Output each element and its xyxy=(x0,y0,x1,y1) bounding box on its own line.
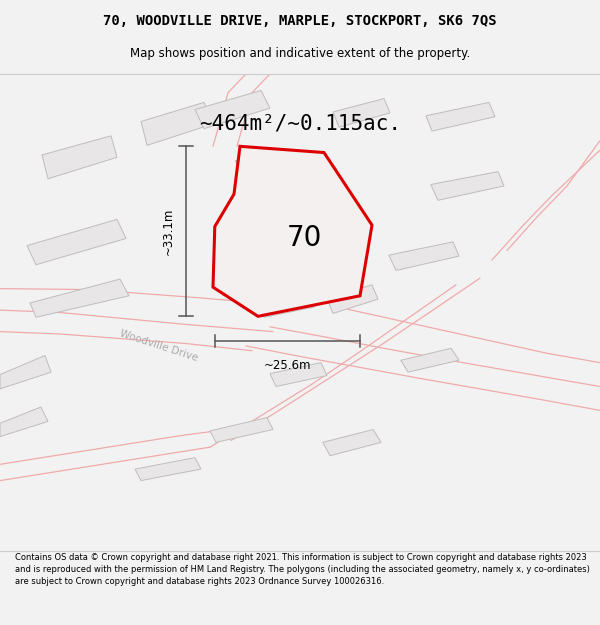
Polygon shape xyxy=(210,418,273,442)
Polygon shape xyxy=(30,279,129,318)
Polygon shape xyxy=(141,102,213,146)
Text: 70, WOODVILLE DRIVE, MARPLE, STOCKPORT, SK6 7QS: 70, WOODVILLE DRIVE, MARPLE, STOCKPORT, … xyxy=(103,14,497,28)
Polygon shape xyxy=(333,99,390,127)
Polygon shape xyxy=(27,219,126,265)
Polygon shape xyxy=(327,285,378,314)
Text: ~25.6m: ~25.6m xyxy=(263,359,311,372)
Polygon shape xyxy=(0,356,51,389)
Text: ~33.1m: ~33.1m xyxy=(162,208,175,255)
Polygon shape xyxy=(401,348,459,372)
Polygon shape xyxy=(258,293,315,318)
Polygon shape xyxy=(195,91,270,129)
Text: ~464m²/~0.115ac.: ~464m²/~0.115ac. xyxy=(199,114,401,134)
Text: 70: 70 xyxy=(286,224,322,252)
Polygon shape xyxy=(213,146,372,316)
Text: Brydges Road: Brydges Road xyxy=(232,157,257,229)
Text: Map shows position and indicative extent of the property.: Map shows position and indicative extent… xyxy=(130,47,470,59)
Polygon shape xyxy=(135,458,201,481)
Text: Woodville Drive: Woodville Drive xyxy=(119,329,199,363)
Polygon shape xyxy=(389,242,459,271)
Text: Contains OS data © Crown copyright and database right 2021. This information is : Contains OS data © Crown copyright and d… xyxy=(15,554,590,586)
Polygon shape xyxy=(431,172,504,200)
Polygon shape xyxy=(42,136,117,179)
Polygon shape xyxy=(426,102,495,131)
Polygon shape xyxy=(0,407,48,437)
Polygon shape xyxy=(270,362,327,386)
Polygon shape xyxy=(323,429,381,456)
